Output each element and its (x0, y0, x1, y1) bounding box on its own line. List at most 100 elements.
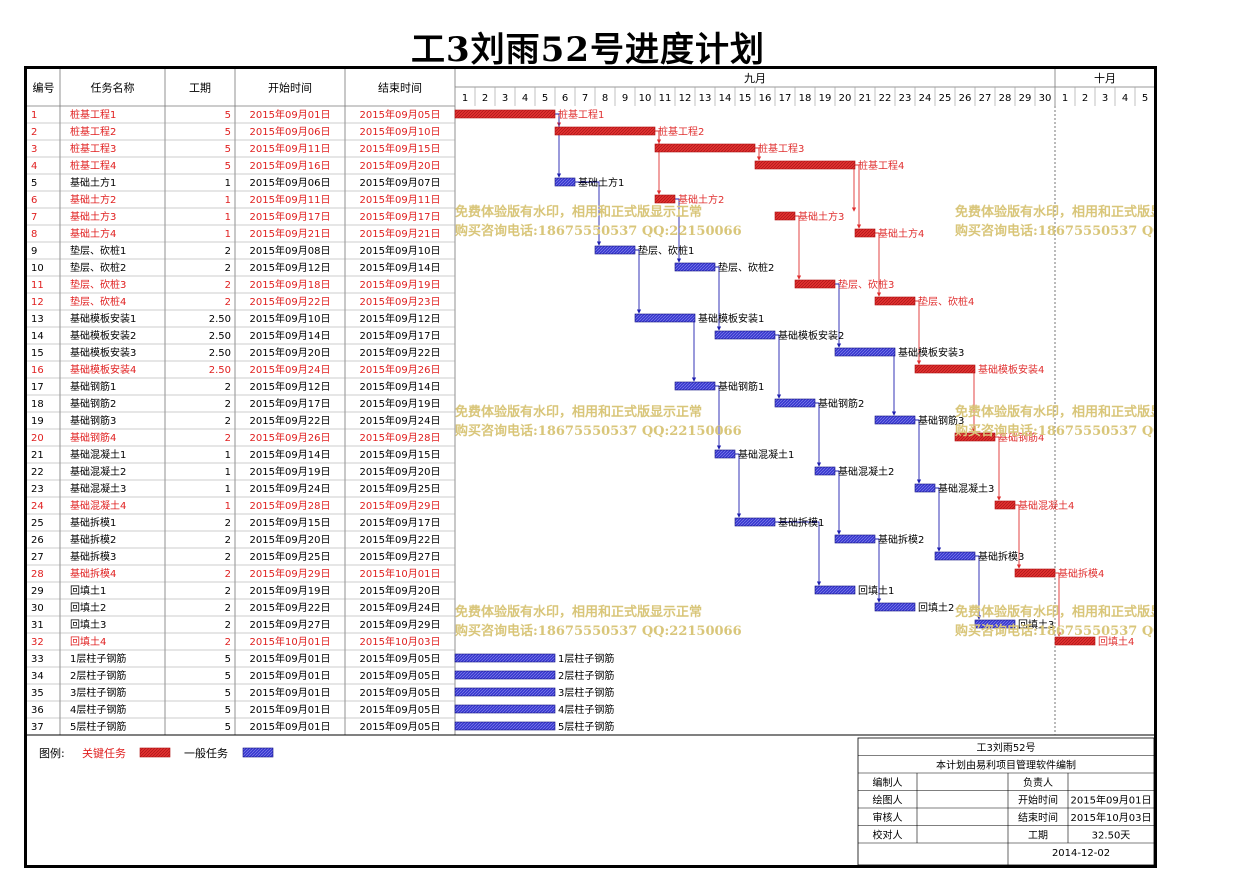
task-end: 2015年09月21日 (360, 227, 441, 240)
day-label: 11 (659, 93, 672, 104)
task-id: 11 (31, 280, 44, 291)
day-label: 1 (1062, 93, 1068, 104)
task-end: 2015年09月17日 (360, 329, 441, 342)
gantt-bar-label: 基础钢筋1 (718, 380, 764, 393)
gantt-bar-label: 垫层、砍桩3 (838, 278, 894, 291)
gantt-bar (834, 534, 876, 544)
gantt-bar-label: 基础土方3 (798, 210, 844, 223)
task-name: 桩基工程4 (70, 159, 116, 172)
task-id: 7 (31, 212, 37, 223)
day-label: 18 (799, 93, 812, 104)
task-end: 2015年09月12日 (360, 312, 441, 325)
task-id: 29 (31, 586, 44, 597)
task-name: 基础钢筋4 (70, 431, 116, 444)
dependency-link (971, 368, 977, 433)
month-label: 九月 (744, 72, 766, 85)
task-end: 2015年10月01日 (360, 567, 441, 580)
task-duration: 2.50 (209, 365, 231, 376)
task-end: 2015年09月29日 (360, 618, 441, 631)
task-start: 2015年09月12日 (250, 261, 331, 274)
gantt-bar (1054, 636, 1096, 646)
task-id: 34 (31, 671, 44, 682)
task-start: 2015年09月24日 (250, 482, 331, 495)
task-name: 基础模板安装4 (70, 363, 136, 376)
task-name: 基础土方3 (70, 210, 116, 223)
task-end: 2015年09月24日 (360, 414, 441, 427)
task-duration: 1 (225, 467, 231, 478)
task-start: 2015年09月19日 (250, 465, 331, 478)
task-start: 2015年09月26日 (250, 431, 331, 444)
task-id: 21 (31, 450, 44, 461)
task-start: 2015年09月22日 (250, 414, 331, 427)
day-label: 15 (739, 93, 752, 104)
task-name: 桩基工程3 (70, 142, 116, 155)
gantt-bar-label: 基础混凝土2 (838, 465, 894, 478)
task-duration: 2 (225, 399, 231, 410)
gantt-bar (654, 194, 676, 204)
task-end: 2015年09月23日 (360, 295, 441, 308)
task-start: 2015年09月01日 (250, 703, 331, 716)
dependency-link (915, 419, 922, 484)
task-duration: 2 (225, 433, 231, 444)
task-name: 基础混凝土2 (70, 465, 126, 478)
task-end: 2015年09月20日 (360, 584, 441, 597)
task-name: 基础土方4 (70, 227, 116, 240)
gantt-bar (794, 279, 836, 289)
info-end_label: 结束时间 (1018, 811, 1058, 824)
task-start: 2015年09月24日 (250, 363, 331, 376)
watermark-line2: 购买咨询电话:18675550537 QQ:22150066 (955, 623, 1154, 639)
task-duration: 5 (225, 722, 231, 733)
day-label: 22 (879, 93, 892, 104)
task-name: 基础拆模2 (70, 533, 116, 546)
info-checker_label: 校对人 (873, 829, 903, 842)
dependency-link (555, 113, 562, 178)
task-id: 23 (31, 484, 44, 495)
watermark-line1: 免费体验版有水印，相用和正式版显示正常 (455, 204, 702, 220)
gantt-bar-label: 回填土2 (918, 601, 954, 614)
day-label: 28 (999, 93, 1012, 104)
task-end: 2015年09月19日 (360, 278, 441, 291)
dependency-link (975, 555, 982, 620)
task-name: 1层柱子钢筋 (70, 652, 126, 665)
task-duration: 2 (225, 620, 231, 631)
dependency-link (775, 334, 782, 399)
day-label: 12 (679, 93, 692, 104)
page-title: 工3刘雨52号进度计划 (411, 30, 765, 70)
task-id: 25 (31, 518, 44, 529)
gantt-bar (854, 228, 876, 238)
gantt-bar-label: 基础拆模2 (878, 533, 924, 546)
day-label: 3 (1102, 93, 1108, 104)
task-id: 37 (31, 722, 44, 733)
task-id: 20 (31, 433, 44, 444)
task-id: 8 (31, 229, 37, 240)
task-duration: 2 (225, 552, 231, 563)
task-duration: 2 (225, 263, 231, 274)
task-id: 19 (31, 416, 44, 427)
gantt-bar (914, 364, 976, 374)
task-duration: 2.50 (209, 348, 231, 359)
gantt-bar (834, 347, 896, 357)
task-start: 2015年09月20日 (250, 346, 331, 359)
task-end: 2015年09月14日 (360, 261, 441, 274)
task-duration: 2 (225, 518, 231, 529)
task-duration: 2.50 (209, 331, 231, 342)
day-label: 21 (859, 93, 872, 104)
task-duration: 1 (225, 195, 231, 206)
gantt-bar-label: 2层柱子钢筋 (558, 669, 614, 682)
task-id: 3 (31, 144, 37, 155)
gantt-bar (1014, 568, 1056, 578)
header-end: 结束时间 (378, 82, 422, 95)
gantt-bar (714, 330, 776, 340)
header-duration: 工期 (189, 82, 211, 95)
dependency-link (851, 164, 857, 212)
task-id: 10 (31, 263, 44, 274)
day-label: 26 (959, 93, 972, 104)
task-end: 2015年09月10日 (360, 244, 441, 257)
task-start: 2015年09月01日 (250, 669, 331, 682)
day-label: 2 (482, 93, 488, 104)
watermark-line1: 免费体验版有水印，相用和正式版显示正常 (955, 404, 1154, 420)
gantt-bar (874, 415, 916, 425)
day-label: 19 (819, 93, 832, 104)
gantt-bar-label: 垫层、砍桩2 (718, 261, 774, 274)
gantt-bar-label: 基础钢筋2 (818, 397, 864, 410)
